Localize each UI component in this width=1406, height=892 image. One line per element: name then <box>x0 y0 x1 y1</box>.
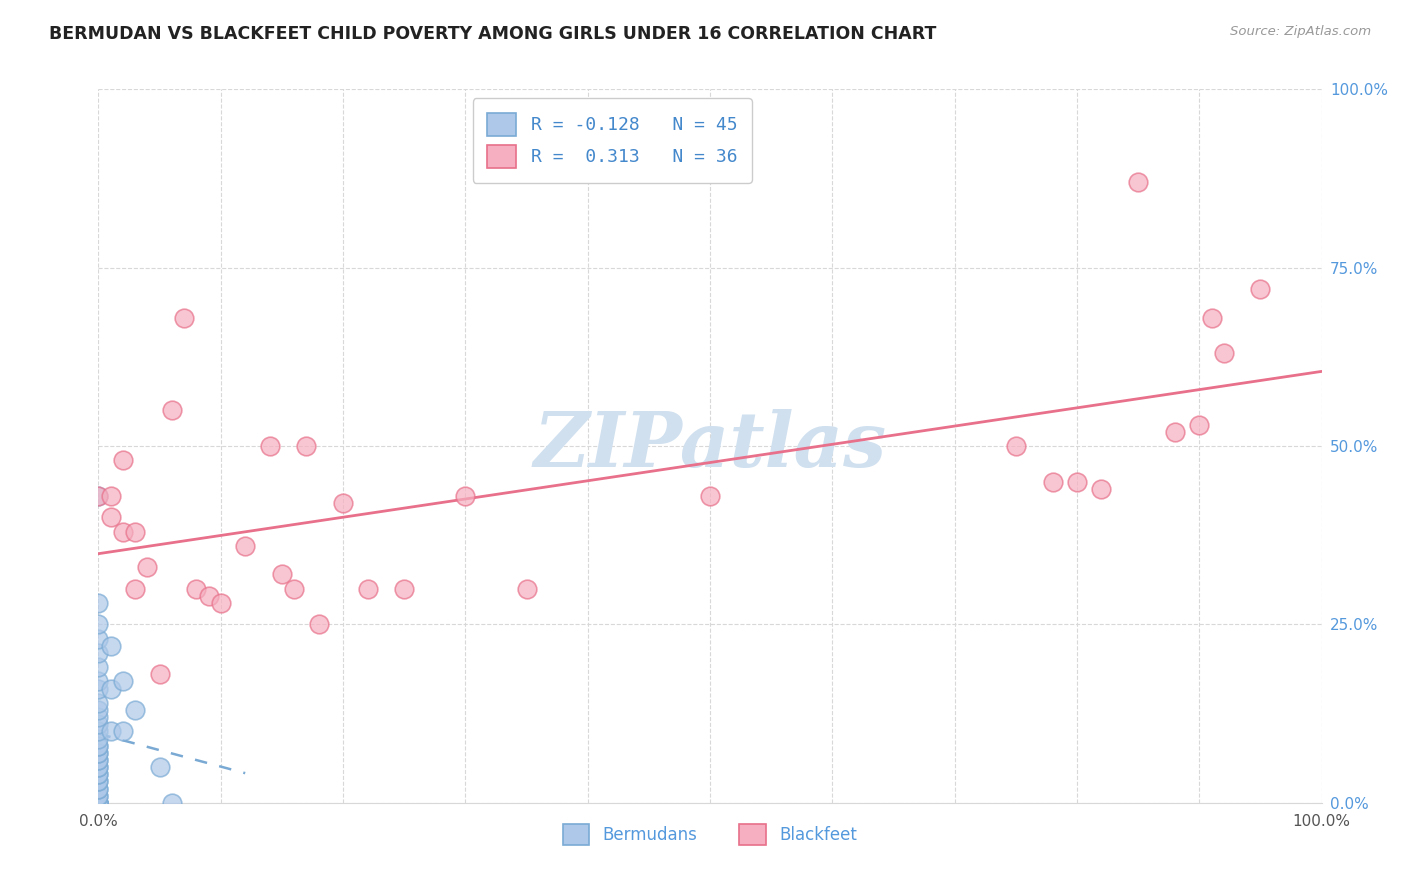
Point <box>87 696 110 710</box>
Point <box>233 539 256 553</box>
Point <box>1188 417 1211 432</box>
Point <box>87 796 110 810</box>
Point <box>111 453 134 467</box>
Point <box>87 646 110 660</box>
Point <box>1042 475 1064 489</box>
Point <box>87 774 110 789</box>
Point <box>100 681 122 696</box>
Point <box>186 582 208 596</box>
Point <box>87 796 110 810</box>
Point <box>87 660 110 674</box>
Point <box>197 589 219 603</box>
Point <box>87 739 110 753</box>
Point <box>87 489 110 503</box>
Point <box>87 753 110 767</box>
Point <box>87 760 110 774</box>
Point <box>87 746 110 760</box>
Point <box>87 681 110 696</box>
Point <box>454 489 477 503</box>
Point <box>100 724 122 739</box>
Point <box>87 632 110 646</box>
Point <box>87 739 110 753</box>
Point <box>160 403 183 417</box>
Point <box>392 582 416 596</box>
Point <box>283 582 305 596</box>
Point <box>1090 482 1112 496</box>
Point <box>1128 175 1150 189</box>
Point <box>111 674 134 689</box>
Point <box>87 489 110 503</box>
Point <box>1201 310 1223 325</box>
Legend: Bermudans, Blackfeet: Bermudans, Blackfeet <box>550 811 870 859</box>
Point <box>270 567 294 582</box>
Point <box>87 796 110 810</box>
Point <box>1164 425 1187 439</box>
Point <box>515 582 537 596</box>
Point <box>87 789 110 803</box>
Point <box>100 489 122 503</box>
Point <box>87 774 110 789</box>
Point <box>87 753 110 767</box>
Point <box>100 639 122 653</box>
Point <box>87 703 110 717</box>
Point <box>87 781 110 796</box>
Point <box>149 760 172 774</box>
Point <box>87 767 110 781</box>
Point <box>87 746 110 760</box>
Point <box>124 703 146 717</box>
Point <box>87 796 110 810</box>
Point <box>87 796 110 810</box>
Point <box>87 796 110 810</box>
Point <box>111 724 134 739</box>
Point <box>100 510 122 524</box>
Point <box>87 760 110 774</box>
Point <box>1004 439 1026 453</box>
Point <box>87 710 110 724</box>
Point <box>149 667 172 681</box>
Point <box>332 496 354 510</box>
Point <box>308 617 330 632</box>
Point <box>87 796 110 810</box>
Point <box>87 596 110 610</box>
Point <box>209 596 232 610</box>
Point <box>87 617 110 632</box>
Point <box>124 524 146 539</box>
Point <box>87 724 110 739</box>
Point <box>87 731 110 746</box>
Point <box>87 717 110 731</box>
Point <box>295 439 318 453</box>
Point <box>1066 475 1088 489</box>
Point <box>1249 282 1271 296</box>
Text: ZIPatlas: ZIPatlas <box>533 409 887 483</box>
Point <box>259 439 281 453</box>
Point <box>111 524 134 539</box>
Point <box>87 781 110 796</box>
Point <box>356 582 378 596</box>
Text: BERMUDAN VS BLACKFEET CHILD POVERTY AMONG GIRLS UNDER 16 CORRELATION CHART: BERMUDAN VS BLACKFEET CHILD POVERTY AMON… <box>49 25 936 43</box>
Point <box>160 796 183 810</box>
Point <box>136 560 159 574</box>
Point <box>699 489 721 503</box>
Point <box>87 767 110 781</box>
Point <box>1212 346 1234 360</box>
Point <box>87 674 110 689</box>
Point <box>124 582 146 596</box>
Text: Source: ZipAtlas.com: Source: ZipAtlas.com <box>1230 25 1371 38</box>
Point <box>173 310 195 325</box>
Point <box>87 789 110 803</box>
